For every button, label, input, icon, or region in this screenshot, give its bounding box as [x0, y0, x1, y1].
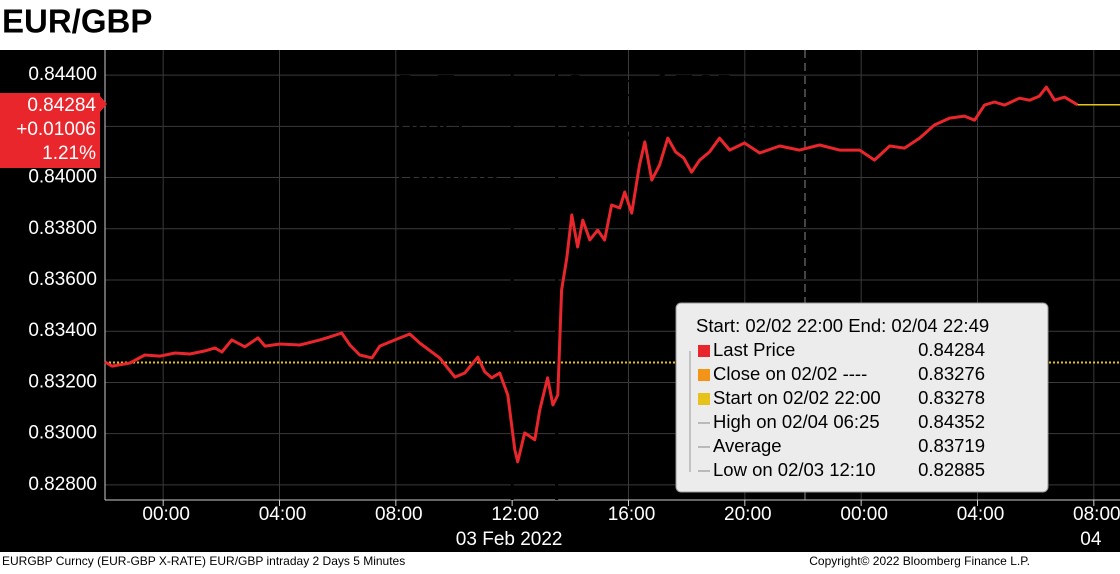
y-tick-label: 0.83200: [28, 371, 97, 392]
x-tick-label: 04:00: [957, 504, 1005, 525]
x-tick-label: 00:00: [142, 504, 190, 525]
last-price-badge: [0, 93, 100, 168]
legend-value: 0.82885: [918, 459, 985, 480]
y-tick-label: 0.84000: [28, 167, 97, 188]
legend-label: Last Price: [713, 339, 795, 360]
legend-label: High on 02/04 06:25: [713, 411, 880, 432]
x-tick-label: 00:00: [840, 504, 888, 525]
y-tick-label: 0.82800: [28, 474, 97, 495]
date-label: 04: [1080, 529, 1102, 550]
annotation: press conference: [565, 112, 803, 147]
legend-swatch: [698, 345, 710, 357]
annotation: press: [397, 110, 473, 145]
date-label: 03 Feb 2022: [456, 529, 563, 550]
legend-header: Start: 02/02 22:00 End: 02/04 22:49: [696, 315, 989, 336]
badge-pointer: [100, 96, 107, 112]
y-tick-label: 0.83800: [28, 218, 97, 239]
badge-change: +0.01006: [16, 119, 96, 140]
annotation: release: [397, 152, 499, 187]
x-tick-label: 04:00: [259, 504, 307, 525]
legend-value: 0.83276: [918, 363, 985, 384]
y-tick-label: 0.83400: [28, 320, 97, 341]
badge-percent: 1.21%: [42, 143, 96, 164]
x-tick-label: 20:00: [724, 504, 772, 525]
legend-value: 0.83719: [918, 435, 985, 456]
y-tick-label: 0.84400: [28, 64, 97, 85]
x-tick-label: 16:00: [608, 504, 656, 525]
badge-price: 0.84284: [27, 95, 96, 116]
legend-swatch: [698, 369, 710, 381]
annotation: Start of ECB: [565, 68, 737, 103]
legend-value: 0.83278: [918, 387, 985, 408]
annotation: BoE: [397, 68, 456, 103]
footer-right: Copyright© 2022 Bloomberg Finance L.P.: [809, 554, 1030, 568]
x-tick-label: 08:00: [1073, 504, 1120, 525]
legend-label: Low on 02/03 12:10: [713, 459, 876, 480]
legend-box: [675, 302, 1049, 493]
x-tick-label: 12:00: [491, 504, 539, 525]
legend-label: Close on 02/02 ----: [713, 363, 867, 384]
price-line: [104, 85, 1079, 464]
chart-title: EUR/GBP: [2, 3, 152, 40]
legend-label: Average: [713, 435, 782, 456]
footer-left: EURGBP Curncy (EUR-GBP X-RATE) EUR/GBP i…: [2, 554, 405, 568]
legend-value: 0.84352: [918, 411, 985, 432]
legend-label: Start on 02/02 22:00: [713, 387, 881, 408]
y-tick-label: 0.83600: [28, 269, 97, 290]
legend-swatch: [698, 393, 710, 405]
legend-value: 0.84284: [918, 339, 985, 360]
x-tick-label: 08:00: [375, 504, 423, 525]
y-tick-label: 0.83000: [28, 423, 97, 444]
